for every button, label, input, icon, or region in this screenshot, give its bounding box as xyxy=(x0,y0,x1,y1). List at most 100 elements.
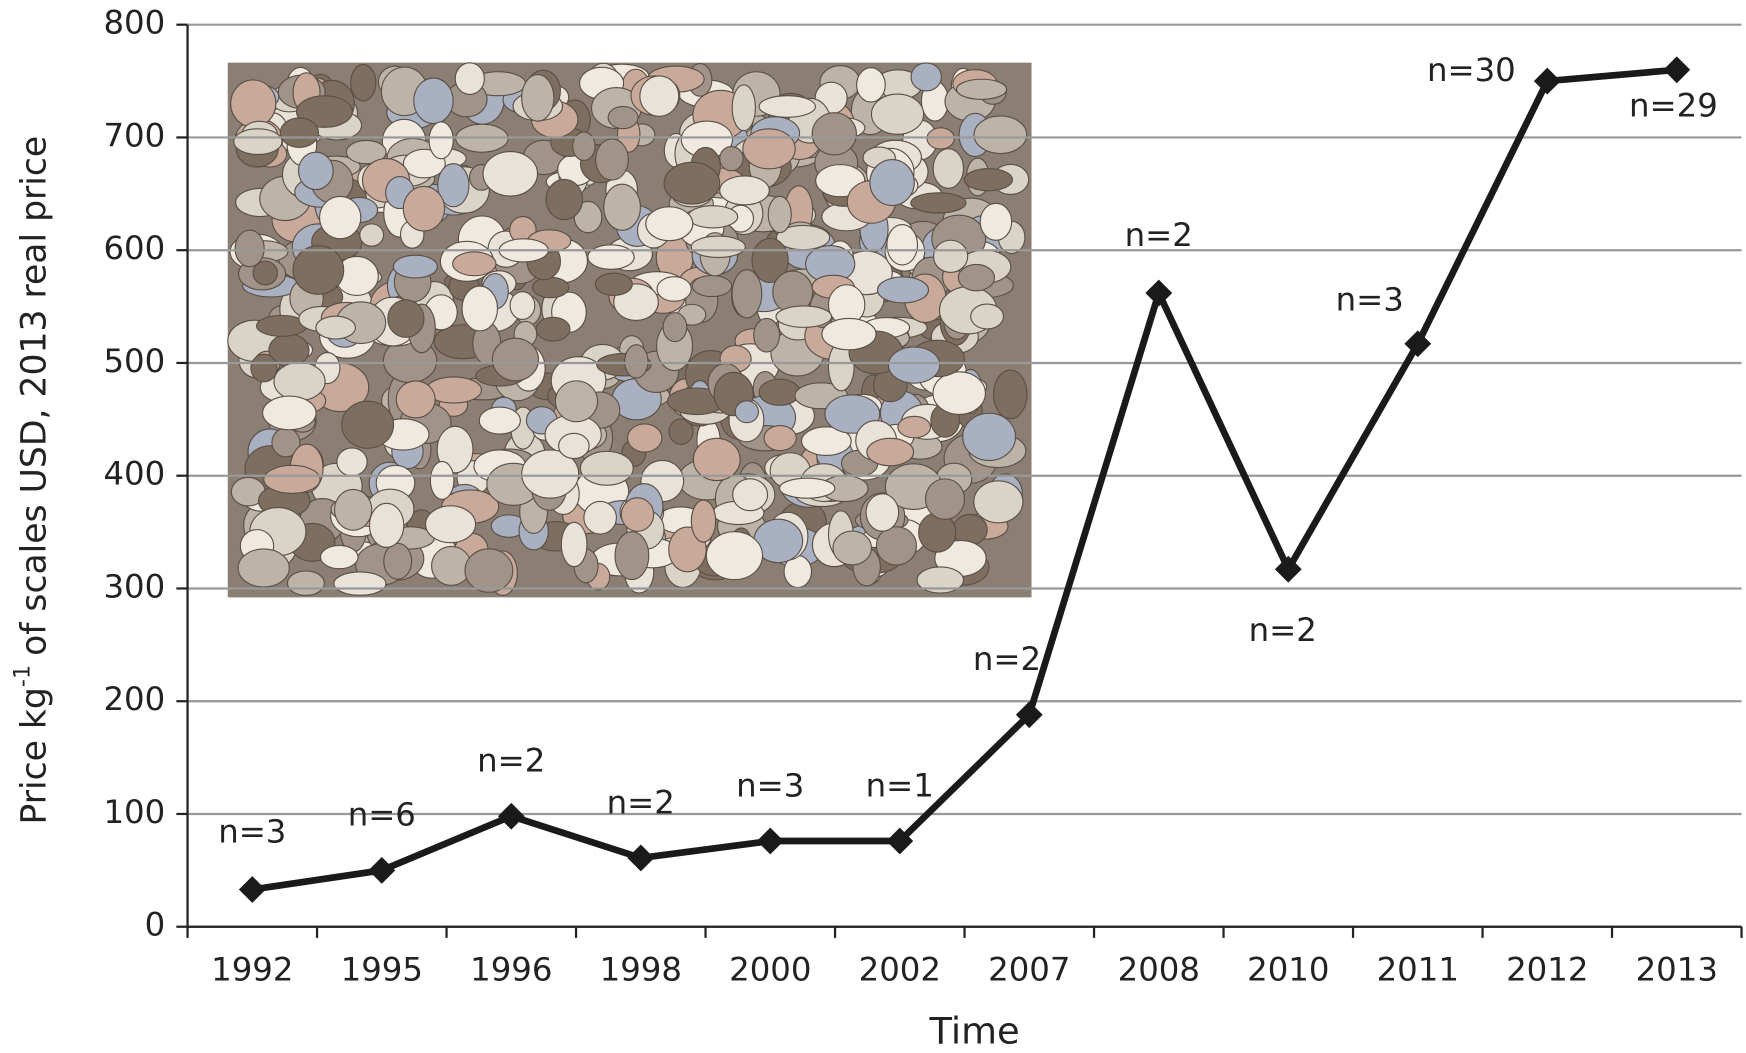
data-point xyxy=(1275,556,1302,583)
inset-photo xyxy=(228,63,1032,598)
n-label: n=2 xyxy=(973,640,1041,678)
data-point xyxy=(368,857,395,884)
n-label: n=2 xyxy=(607,783,675,821)
photo-texture xyxy=(628,424,662,452)
photo-texture xyxy=(546,179,582,219)
x-tick-label: 1998 xyxy=(600,950,682,988)
data-point xyxy=(627,845,654,872)
photo-texture xyxy=(693,438,740,480)
x-tick-label: 2013 xyxy=(1636,950,1718,988)
photo-texture xyxy=(971,304,1004,329)
photo-texture xyxy=(664,162,720,204)
photo-texture xyxy=(287,571,324,596)
n-label: n=2 xyxy=(1125,216,1193,254)
photo-texture xyxy=(691,500,715,542)
photo-texture xyxy=(320,196,361,238)
photo-texture xyxy=(877,277,928,303)
photo-texture xyxy=(369,503,403,547)
photo-texture xyxy=(479,407,520,434)
y-axis-title: Price kg-1 of scales USD, 2013 real price xyxy=(9,136,55,825)
x-tick-label: 2010 xyxy=(1247,950,1329,988)
photo-texture xyxy=(980,203,1011,240)
photo-texture xyxy=(396,381,435,418)
photo-texture xyxy=(640,76,679,116)
data-point xyxy=(1534,68,1561,95)
photo-texture xyxy=(430,461,454,499)
photo-texture xyxy=(688,206,738,228)
photo-texture xyxy=(768,196,791,232)
photo-texture xyxy=(532,277,568,297)
n-label: n=30 xyxy=(1427,51,1516,89)
n-label: n=6 xyxy=(348,796,416,834)
photo-texture xyxy=(887,225,918,265)
photo-texture xyxy=(588,245,634,269)
photo-texture xyxy=(510,292,535,320)
photo-texture xyxy=(866,494,899,531)
photo-texture xyxy=(231,80,276,127)
x-tick-label: 1996 xyxy=(470,950,552,988)
photo-texture xyxy=(706,532,762,580)
x-tick-label: 2011 xyxy=(1377,950,1459,988)
y-tick-label: 300 xyxy=(103,567,165,605)
photo-texture xyxy=(759,96,815,118)
photo-texture xyxy=(764,426,796,451)
x-tick-label: 2012 xyxy=(1506,950,1588,988)
y-axis-title-rest: of scales USD, 2013 real price xyxy=(15,136,55,656)
photo-texture xyxy=(898,416,931,438)
y-tick-label: 200 xyxy=(103,680,165,718)
photo-texture xyxy=(573,132,595,160)
photo-texture xyxy=(251,354,277,382)
photo-texture xyxy=(691,236,745,257)
photo-texture xyxy=(888,347,939,383)
photo-texture xyxy=(360,224,384,246)
n-label: n=29 xyxy=(1629,87,1718,125)
photo-texture xyxy=(735,401,758,423)
n-label: n=3 xyxy=(1336,280,1404,318)
photo-texture xyxy=(759,379,800,405)
photo-texture xyxy=(871,94,923,134)
photo-texture xyxy=(625,345,648,378)
photo-texture xyxy=(933,372,985,415)
y-tick-label: 700 xyxy=(103,116,165,154)
photo-texture xyxy=(870,160,914,206)
photo-texture xyxy=(608,106,638,128)
photo-texture xyxy=(867,438,914,465)
photo-texture xyxy=(822,318,876,349)
photo-texture xyxy=(388,300,424,338)
photo-texture xyxy=(621,498,653,532)
photo-texture xyxy=(316,316,356,339)
photo-texture xyxy=(833,531,872,565)
x-tick-label: 1992 xyxy=(211,950,293,988)
n-label: n=2 xyxy=(477,742,545,780)
y-tick-label: 400 xyxy=(103,455,165,493)
photo-texture xyxy=(522,75,554,122)
photo-texture xyxy=(263,396,316,430)
photo-texture xyxy=(646,207,693,241)
photo-texture xyxy=(453,252,496,276)
photo-texture xyxy=(732,270,762,318)
photo-texture xyxy=(351,64,376,100)
data-point xyxy=(1404,330,1431,357)
photo-texture xyxy=(455,63,484,95)
photo-texture xyxy=(280,118,318,147)
photo-texture xyxy=(743,129,795,169)
photo-texture xyxy=(334,572,386,595)
data-point xyxy=(1145,280,1172,307)
photo-texture xyxy=(604,184,641,230)
photo-texture xyxy=(780,478,835,498)
photo-texture xyxy=(596,139,629,180)
y-axis-title-sup: -1 xyxy=(9,665,35,687)
y-axis-title-main: Price kg xyxy=(15,687,55,824)
photo-texture xyxy=(555,381,597,422)
chart: Time Price kg-1of scales USD, 2013 real … xyxy=(0,0,1746,1053)
photo-texture xyxy=(663,313,687,342)
photo-texture xyxy=(733,479,768,511)
photo-texture xyxy=(615,532,649,580)
photo-texture xyxy=(465,549,513,592)
photo-texture xyxy=(483,152,537,196)
photo-texture xyxy=(293,246,344,295)
photo-texture xyxy=(235,230,264,267)
photo-texture xyxy=(720,176,770,205)
photo-texture xyxy=(692,275,731,296)
photo-texture xyxy=(964,169,1012,191)
